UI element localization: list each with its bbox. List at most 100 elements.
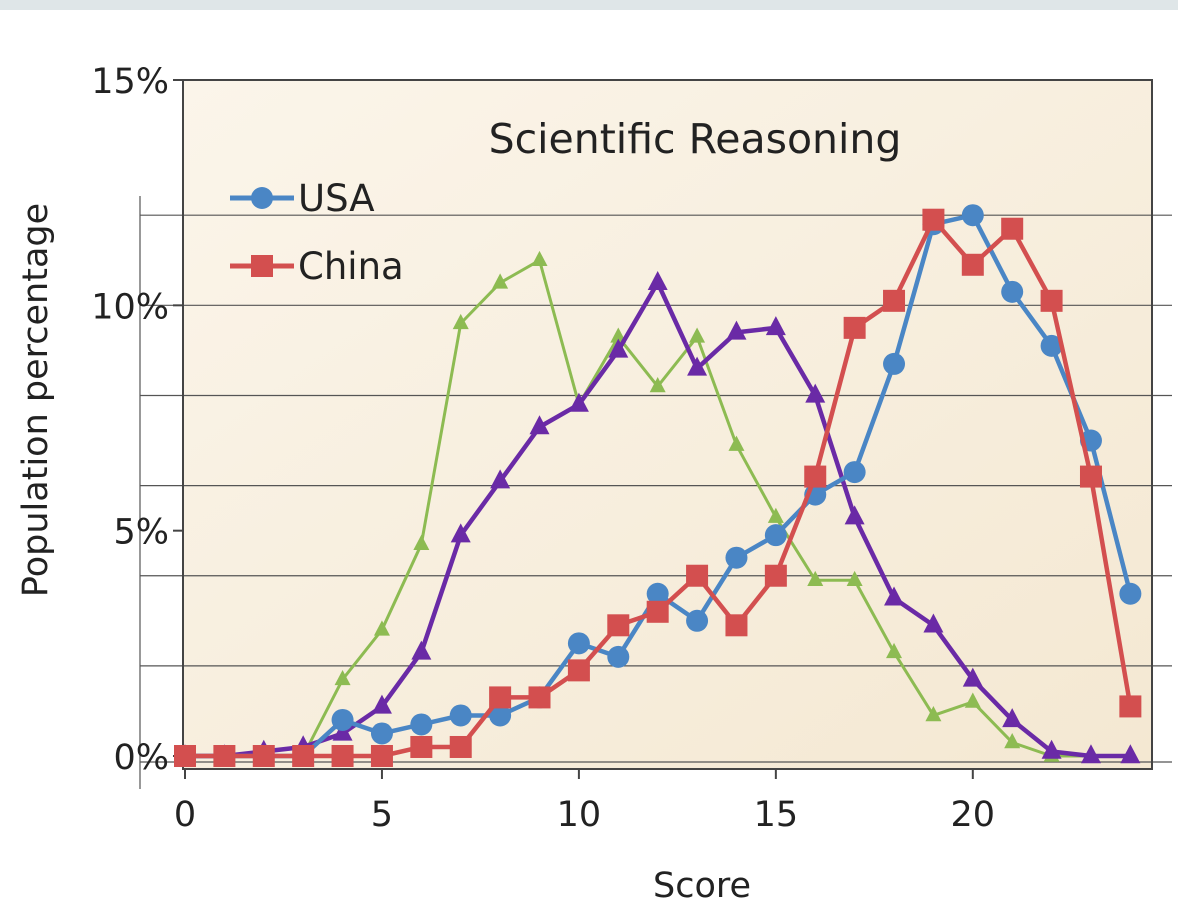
data-point xyxy=(884,586,905,606)
data-point xyxy=(490,469,511,489)
data-point xyxy=(1120,744,1141,764)
data-point xyxy=(608,338,629,358)
data-point xyxy=(449,735,472,758)
data-point xyxy=(449,704,472,727)
data-point xyxy=(1001,280,1024,303)
data-point xyxy=(373,620,390,636)
data-point xyxy=(252,745,275,767)
data-point xyxy=(726,320,747,340)
data-point xyxy=(843,461,866,484)
data-point xyxy=(765,316,786,336)
data-point xyxy=(646,600,669,623)
data-point xyxy=(1040,334,1063,357)
y-tick-label: 5% xyxy=(113,513,169,553)
data-point xyxy=(213,745,236,767)
data-point xyxy=(805,383,826,403)
x-tick-label: 20 xyxy=(951,795,996,835)
data-point xyxy=(964,692,981,708)
data-point xyxy=(332,721,353,741)
data-point xyxy=(413,534,430,550)
data-point xyxy=(687,356,708,376)
data-point xyxy=(567,632,590,655)
y-axis-label: Population percentage xyxy=(16,203,56,597)
x-tick-label: 5 xyxy=(371,795,393,835)
data-point xyxy=(610,327,627,343)
data-point xyxy=(528,686,551,709)
data-point xyxy=(334,669,351,686)
data-point xyxy=(568,392,589,412)
data-point xyxy=(489,686,512,709)
data-point xyxy=(331,708,354,731)
series-3 xyxy=(174,208,1142,767)
y-tick-label: 0% xyxy=(113,738,169,778)
data-point xyxy=(807,570,824,587)
gridlines xyxy=(139,196,1172,789)
legend-item: USA xyxy=(230,177,375,220)
data-point xyxy=(725,546,748,569)
chart-title: Scientific Reasoning xyxy=(489,115,902,163)
legend-label: China xyxy=(298,245,404,288)
data-point xyxy=(531,250,548,267)
x-tick-label: 0 xyxy=(174,795,196,835)
data-point xyxy=(411,640,432,660)
data-point xyxy=(886,642,903,659)
data-point xyxy=(883,289,906,312)
data-point xyxy=(607,645,630,668)
data-point xyxy=(961,253,984,276)
data-point xyxy=(567,659,590,682)
data-point xyxy=(728,435,745,451)
data-point xyxy=(925,706,942,722)
data-point xyxy=(370,722,393,745)
data-point xyxy=(292,745,315,767)
data-point xyxy=(331,745,354,767)
data-point xyxy=(1119,695,1142,718)
data-point xyxy=(410,713,433,736)
data-point xyxy=(962,667,983,687)
data-point xyxy=(961,204,984,227)
axis-ticks: 0% 5% 10% 15% 0 5 10 15 20 xyxy=(91,62,995,835)
data-point xyxy=(764,524,787,547)
data-point xyxy=(647,271,668,291)
data-point xyxy=(646,582,669,605)
data-point xyxy=(1041,739,1062,759)
data-point xyxy=(649,377,666,393)
x-axis-label: Score xyxy=(653,866,751,906)
data-point xyxy=(371,694,392,714)
x-tick-label: 10 xyxy=(557,795,602,835)
legend-label: USA xyxy=(298,177,375,220)
data-point xyxy=(686,564,709,587)
data-point xyxy=(1001,217,1024,240)
data-point xyxy=(410,735,433,758)
data-point xyxy=(764,564,787,587)
y-tick-label: 10% xyxy=(91,287,169,327)
data-point xyxy=(767,507,784,523)
data-point xyxy=(689,327,706,343)
data-point xyxy=(370,745,393,767)
data-point xyxy=(844,505,865,525)
data-point xyxy=(1040,289,1063,312)
data-point xyxy=(251,255,273,277)
data-point xyxy=(686,609,709,632)
data-point xyxy=(450,523,471,543)
data-point xyxy=(529,415,550,435)
top-band xyxy=(0,0,1178,10)
data-point xyxy=(1004,733,1021,749)
data-point xyxy=(607,614,630,637)
data-point xyxy=(883,352,906,375)
data-point xyxy=(843,316,866,339)
data-point xyxy=(1119,582,1142,605)
data-point xyxy=(452,313,469,330)
legend-item: China xyxy=(230,245,404,288)
data-point xyxy=(804,465,827,488)
data-point xyxy=(174,745,196,767)
data-point xyxy=(922,208,945,231)
plot-frame xyxy=(182,79,1153,770)
legend: USA China xyxy=(230,177,404,288)
data-point xyxy=(846,570,863,587)
data-point xyxy=(489,704,512,727)
data-point xyxy=(1079,465,1102,488)
series xyxy=(174,204,1142,767)
data-point xyxy=(923,613,944,633)
